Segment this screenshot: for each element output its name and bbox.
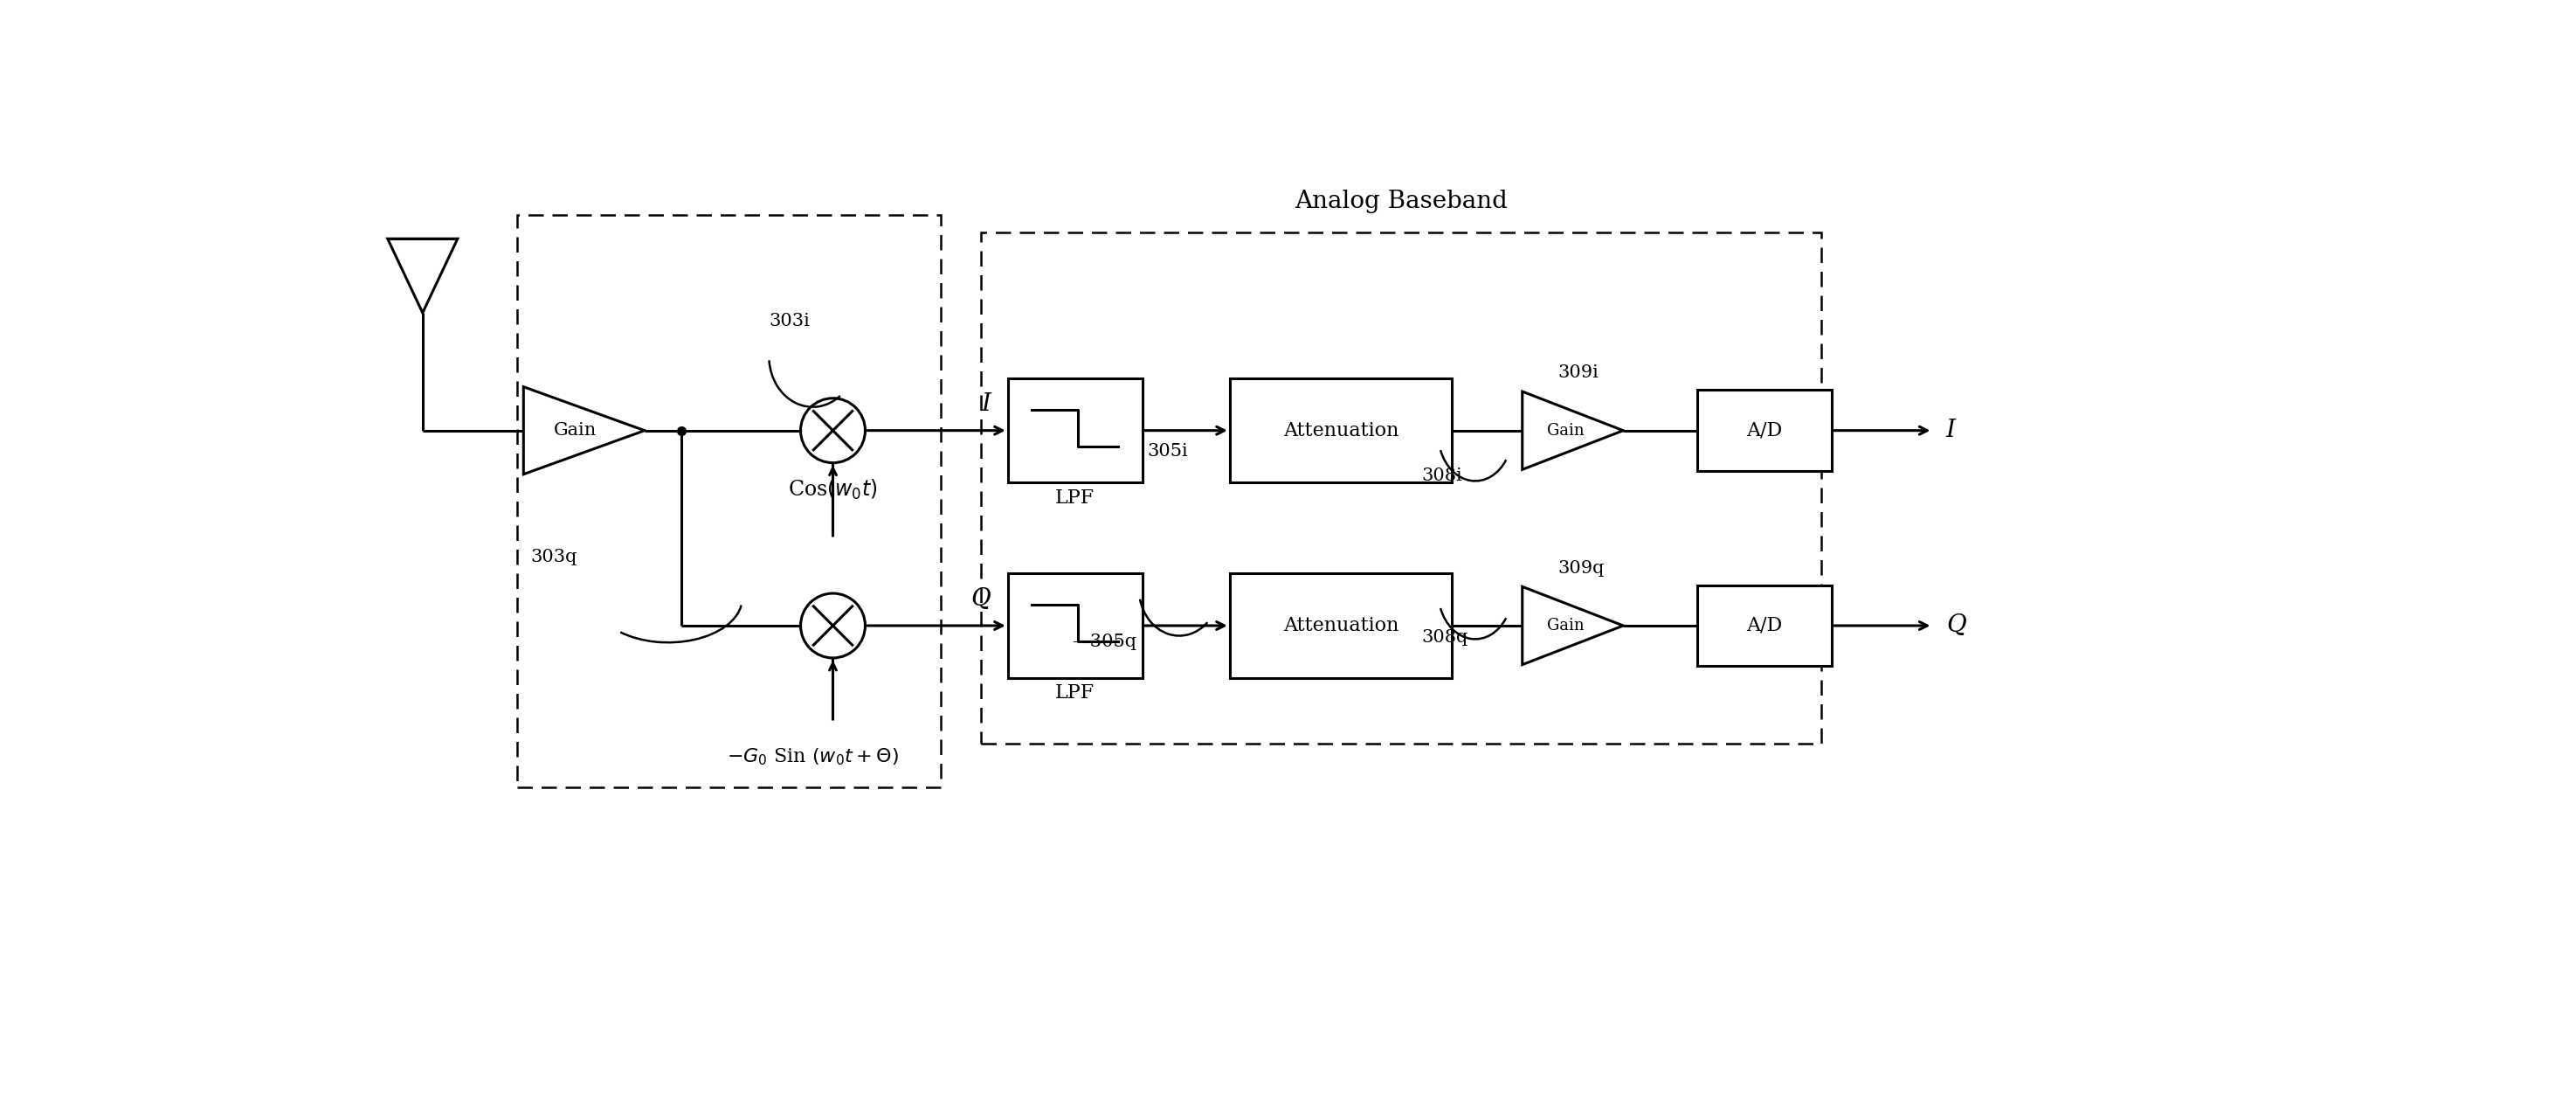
Text: LPF: LPF [1056,488,1095,507]
Text: 305i: 305i [1149,443,1188,459]
Bar [1698,390,1832,471]
Text: $-G_0$ Sin $(w_0t + \Theta)$: $-G_0$ Sin $(w_0t + \Theta)$ [726,747,899,767]
Text: 303i: 303i [770,313,809,330]
Text: 308i: 308i [1422,467,1463,484]
Text: I: I [981,392,992,416]
Text: A/D: A/D [1747,420,1783,440]
Text: Gain: Gain [1546,423,1584,438]
Text: 303q: 303q [531,549,577,565]
Text: Q: Q [971,588,992,611]
Bar [1229,573,1453,678]
Bar [1229,378,1453,483]
Bar [1007,573,1141,678]
Bar [981,232,1821,744]
Text: 308q: 308q [1422,629,1468,646]
Text: Gain: Gain [554,423,598,439]
Polygon shape [1522,391,1623,469]
Polygon shape [523,387,644,474]
Text: Attenuation: Attenuation [1283,420,1399,440]
Bar [1007,378,1141,483]
Bar [518,215,940,787]
Text: I: I [1945,419,1955,443]
Text: Gain: Gain [1546,618,1584,633]
Text: A/D: A/D [1747,615,1783,636]
Text: Analog Baseband: Analog Baseband [1296,190,1507,213]
Text: 309i: 309i [1558,365,1600,381]
Bar [1698,585,1832,666]
Text: LPF: LPF [1056,683,1095,702]
Text: Cos$(w_0t)$: Cos$(w_0t)$ [788,477,878,502]
Text: Attenuation: Attenuation [1283,615,1399,636]
Polygon shape [1522,586,1623,665]
Text: Q: Q [1945,614,1965,638]
Text: —305q: —305q [1072,633,1136,650]
Text: 309q: 309q [1558,560,1605,576]
